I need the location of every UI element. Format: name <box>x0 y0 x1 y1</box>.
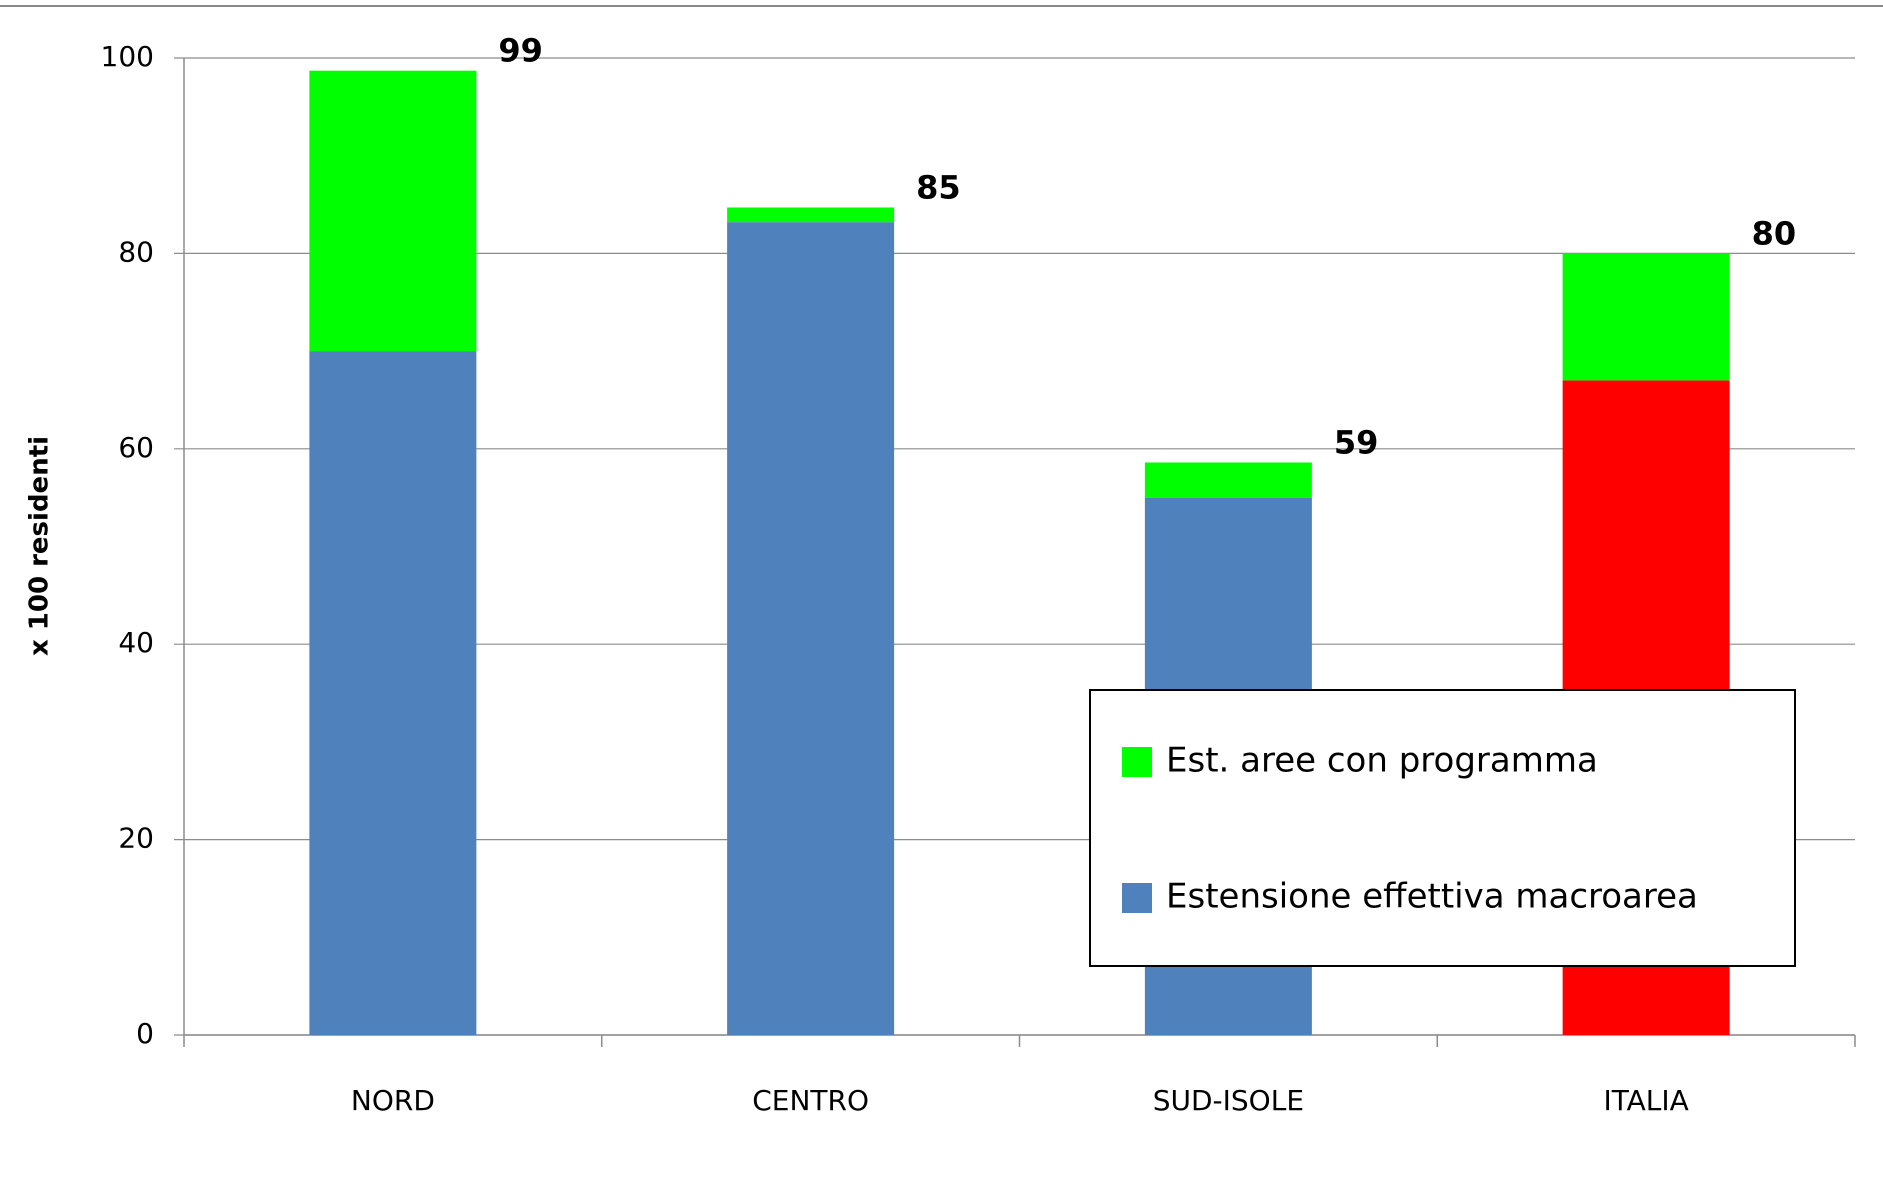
y-tick-label: 0 <box>136 1017 154 1050</box>
y-tick-label: 40 <box>118 626 154 659</box>
x-tick-label: ITALIA <box>1603 1084 1688 1117</box>
y-tick-label: 20 <box>118 822 154 855</box>
x-tick-label: CENTRO <box>752 1084 869 1117</box>
value-label: 59 <box>1334 423 1379 461</box>
y-tick-label: 60 <box>118 431 154 464</box>
legend-label: Estensione effettiva macroarea <box>1166 877 1698 917</box>
legend-label: Est. aree con programma <box>1166 741 1598 781</box>
x-tick-label: NORD <box>351 1084 435 1117</box>
y-tick-label: 100 <box>101 40 154 73</box>
bar-segment <box>727 207 895 223</box>
value-label: 85 <box>916 168 961 206</box>
legend-box <box>1089 689 1796 967</box>
bar-segment <box>309 351 477 1036</box>
legend: Est. aree con programma Estensione effett… <box>1089 689 1796 967</box>
bar-segment <box>309 70 477 352</box>
bar-segment <box>1562 253 1730 381</box>
y-tick-label: 80 <box>118 235 154 268</box>
legend-swatch <box>1122 747 1152 777</box>
value-label: 80 <box>1752 214 1797 252</box>
bar-segment <box>1144 462 1312 498</box>
value-label: 99 <box>498 32 543 70</box>
legend-swatch <box>1122 883 1152 913</box>
x-tick-label: SUD-ISOLE <box>1153 1084 1304 1117</box>
bar-segment <box>727 222 895 1036</box>
y-axis-label: x 100 residenti <box>25 436 55 656</box>
